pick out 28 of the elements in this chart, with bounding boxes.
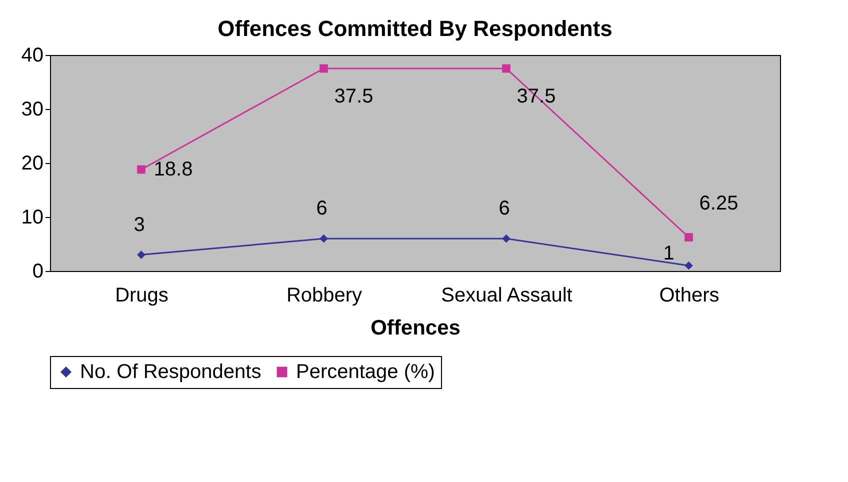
x-tick-label: Others <box>659 284 720 306</box>
data-label: 37.5 <box>334 86 374 108</box>
data-label: 6 <box>316 198 328 220</box>
y-tick-label: 30 <box>21 98 44 120</box>
x-tick-label: Robbery <box>286 284 362 306</box>
point <box>137 165 146 174</box>
x-tick-label: Sexual Assault <box>441 284 573 306</box>
y-tick-label: 40 <box>21 44 44 66</box>
point <box>502 64 510 73</box>
x-axis-title: Offences <box>370 316 460 340</box>
legend-label: No. Of Respondents <box>80 361 262 383</box>
data-label: 6.25 <box>699 192 738 214</box>
point <box>137 250 146 259</box>
point <box>320 234 328 243</box>
point <box>320 64 328 73</box>
x-tick-label: Drugs <box>115 284 168 306</box>
y-tick-label: 20 <box>21 152 44 174</box>
y-tick-label: 0 <box>32 260 44 282</box>
data-label: 18.8 <box>154 158 193 180</box>
data-label: 3 <box>134 214 145 236</box>
legend-label: Percentage (%) <box>296 361 435 383</box>
chart-title: Offences Committed By Respondents <box>218 16 612 41</box>
point <box>502 234 510 243</box>
y-tick-label: 10 <box>21 206 44 228</box>
data-label: 6 <box>498 198 510 220</box>
point <box>684 233 693 242</box>
point <box>684 261 693 270</box>
data-label: 1 <box>663 242 674 265</box>
